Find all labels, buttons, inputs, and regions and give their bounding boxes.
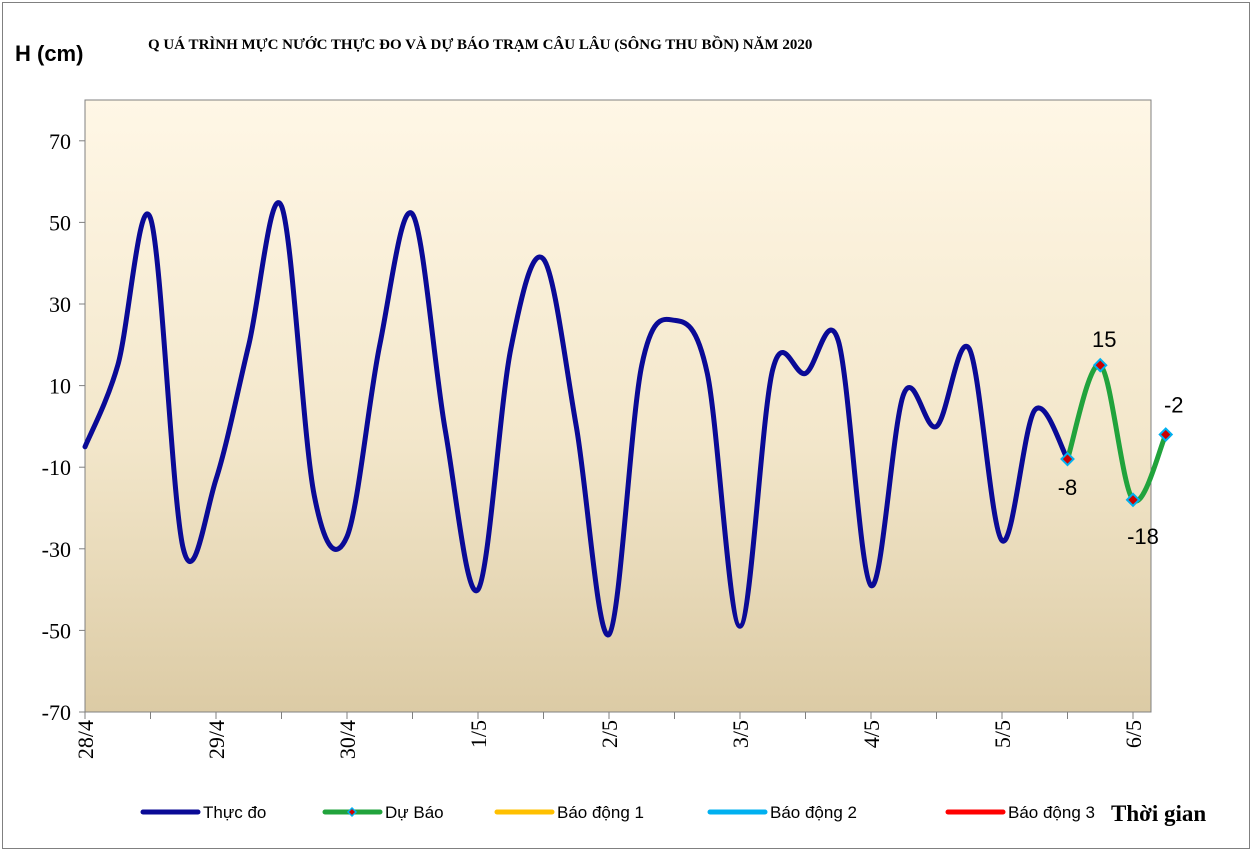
y-axis: -70 -50 -30 -10 10 30 50 70 <box>42 129 85 725</box>
data-label-group: -8 15 -18 -2 <box>1058 327 1184 549</box>
y-tick-label: 50 <box>49 210 71 235</box>
series-group <box>82 200 1169 638</box>
legend-label: Thực đo <box>203 803 266 822</box>
data-label: -8 <box>1058 475 1078 500</box>
y-tick-label: -50 <box>42 618 71 643</box>
legend-label: Dự Báo <box>385 803 444 822</box>
data-label: -18 <box>1127 524 1159 549</box>
y-tick-label: -70 <box>42 700 71 725</box>
forecast-point-marker <box>1158 427 1174 442</box>
plot-area <box>84 99 1152 713</box>
y-tick-label: 10 <box>49 374 71 399</box>
legend: Thực đo Dự Báo Báo động 1 Báo động 2 Báo độn… <box>140 803 1095 822</box>
legend-marker <box>346 806 358 818</box>
legend-label: Báo động 1 <box>557 803 644 822</box>
series-line <box>1065 362 1169 504</box>
series-line <box>82 200 1070 638</box>
x-axis: 28/4 29/4 30/4 1/5 2/5 3/5 4/5 5/5 6/5 <box>73 712 1146 759</box>
data-label: 15 <box>1092 327 1116 352</box>
x-axis-title: Thời gian <box>1111 801 1206 826</box>
x-tick-label: 2/5 <box>597 720 622 748</box>
x-tick-label: 29/4 <box>204 720 229 759</box>
y-axis-title: H (cm) <box>15 41 83 66</box>
forecast-point-marker <box>1060 451 1075 467</box>
x-tick-label: 1/5 <box>466 720 491 748</box>
forecast-point-marker <box>1125 492 1141 508</box>
marker-group <box>1060 357 1174 508</box>
y-tick-label: -30 <box>42 537 71 562</box>
water-level-chart: Q UÁ TRÌNH MỰC NƯỚC THỰC ĐO VÀ DỰ BÁO TR… <box>15 35 1206 826</box>
y-tick-label: 70 <box>49 129 71 154</box>
legend-label: Báo động 3 <box>1008 803 1095 822</box>
y-tick-label: 30 <box>49 292 71 317</box>
x-tick-label: 5/5 <box>990 720 1015 748</box>
x-tick-label: 28/4 <box>73 720 98 759</box>
x-tick-label: 30/4 <box>335 720 360 759</box>
x-tick-label: 4/5 <box>859 720 884 748</box>
y-tick-label: -10 <box>42 455 71 480</box>
x-tick-label: 3/5 <box>728 720 753 748</box>
data-label: -2 <box>1164 393 1184 418</box>
forecast-point-marker <box>1092 357 1108 373</box>
chart-title: Q UÁ TRÌNH MỰC NƯỚC THỰC ĐO VÀ DỰ BÁO TR… <box>148 35 812 53</box>
x-tick-label: 6/5 <box>1121 720 1146 748</box>
legend-label: Báo động 2 <box>770 803 857 822</box>
